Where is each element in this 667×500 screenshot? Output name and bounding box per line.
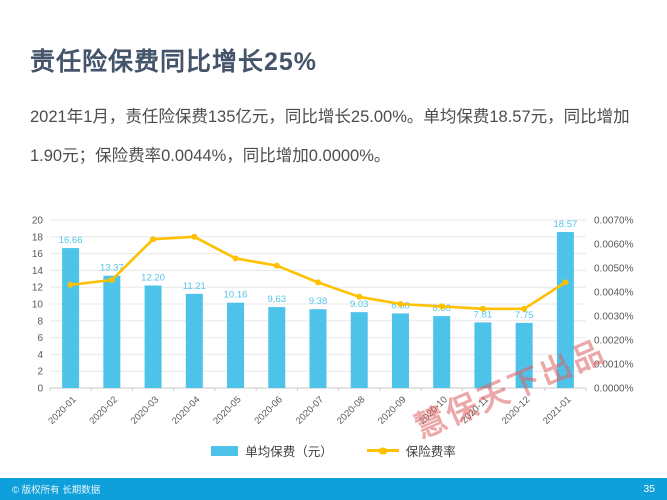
rate-line-marker: [397, 301, 404, 307]
bar-value-label: 12.20: [141, 273, 165, 284]
x-axis-label: 2020-01: [46, 394, 78, 426]
bar: [556, 232, 574, 388]
rate-line-marker: [232, 255, 239, 262]
line-series-swatch: [366, 447, 399, 454]
left-axis-tick-label: 6: [37, 333, 43, 344]
legend-item-average-premium: 单均保费（元）: [211, 441, 333, 460]
right-axis-tick-label: 0.0020%: [594, 336, 634, 347]
left-axis-tick-label: 18: [32, 232, 44, 243]
x-axis-label: 2020-09: [376, 394, 408, 426]
right-axis-tick-label: 0.0040%: [594, 288, 634, 299]
x-axis-label: 2020-06: [252, 394, 284, 426]
premium-rate-chart: 0 2 4 6 8 10 12 14 16 18 20 0.0000% 0.0010% 0.0020% 0.…: [0, 205, 667, 440]
bar-series-swatch: [211, 445, 239, 456]
rate-line-marker: [356, 293, 363, 300]
rate-line-marker: [521, 305, 528, 312]
left-axis-tick-label: 20: [32, 216, 44, 227]
bar-value-label: 18.57: [553, 219, 577, 230]
bar: [474, 322, 492, 388]
x-axis-label: 2020-05: [211, 394, 243, 426]
right-axis-tick-label: 0.0030%: [594, 312, 634, 323]
x-axis-label: 2020-03: [129, 394, 161, 426]
right-axis-tick-label: 0.0070%: [594, 216, 634, 227]
bar: [350, 312, 368, 388]
bar-value-label: 9.63: [268, 294, 287, 305]
line-marker-icon: [378, 447, 388, 454]
left-axis-tick-label: 0: [37, 384, 43, 395]
x-axis-label: 2020-04: [170, 394, 202, 426]
bar: [62, 248, 80, 388]
left-axis-tick-label: 10: [32, 300, 44, 311]
bar-value-label: 7.75: [515, 310, 534, 321]
x-axis-label: 2021-01: [541, 394, 573, 426]
copyright-text: © 版权所有 长期数据: [12, 485, 101, 496]
bar: [185, 293, 203, 388]
bar: [268, 307, 286, 388]
page-title: 责任险保费同比增长25%: [30, 48, 318, 76]
chart-legend: 单均保费（元） 保险费率: [0, 441, 667, 460]
x-axis-label: 2020-07: [294, 394, 326, 426]
page-number: 35: [643, 483, 655, 495]
rate-line-marker: [273, 262, 280, 269]
bar-value-label: 11.21: [183, 281, 206, 292]
left-axis-tick-label: 2: [37, 367, 43, 378]
bar: [103, 275, 121, 388]
left-axis-tick-label: 14: [32, 266, 44, 277]
bar: [515, 322, 533, 388]
bar: [433, 316, 451, 388]
rate-line-marker: [562, 279, 569, 286]
x-axis-label: 2020-08: [335, 394, 367, 426]
right-axis-tick-label: 0.0000%: [594, 384, 634, 395]
rate-line-marker: [438, 303, 445, 310]
left-axis-tick-label: 4: [37, 350, 43, 361]
left-axis-tick-label: 16: [32, 249, 44, 260]
bar-value-label: 7.81: [474, 309, 493, 320]
bar: [227, 302, 245, 388]
legend-item-rate: 保险费率: [366, 441, 456, 460]
legend-label-average-premium: 单均保费（元）: [245, 445, 333, 459]
right-axis-tick-label: 0.0050%: [594, 264, 634, 275]
right-axis-tick-label: 0.0060%: [594, 240, 634, 251]
rate-line-marker: [150, 236, 157, 243]
bar-value-label: 10.16: [224, 290, 248, 301]
left-axis-tick-label: 12: [32, 283, 44, 294]
bar-value-label: 16.66: [59, 235, 83, 246]
footer-bar: © 版权所有 长期数据 35: [0, 478, 667, 500]
rate-line-marker: [67, 281, 74, 288]
bar: [144, 285, 162, 388]
right-axis-tick-label: 0.0010%: [594, 360, 634, 371]
rate-line-marker: [315, 279, 321, 286]
rate-line-marker: [191, 233, 198, 240]
bar-value-label: 9.03: [350, 299, 369, 310]
left-axis-tick-label: 8: [37, 316, 43, 327]
rate-line-marker: [108, 277, 115, 283]
bar-value-label: 9.38: [309, 296, 328, 307]
bar-value-label: 13.37: [100, 263, 124, 274]
chart-canvas: 0 2 4 6 8 10 12 14 16 18 20 0.0000% 0.0010% 0.0020% 0.…: [32, 216, 634, 427]
bar: [309, 309, 327, 388]
summary-paragraph: 2021年1月，责任险保费135亿元，同比增长25.00%。单均保费18.57元…: [30, 108, 630, 165]
legend-label-rate: 保险费率: [405, 445, 456, 459]
rate-line-marker: [479, 305, 486, 312]
bar: [391, 313, 409, 388]
x-axis-label: 2020-02: [88, 394, 120, 426]
